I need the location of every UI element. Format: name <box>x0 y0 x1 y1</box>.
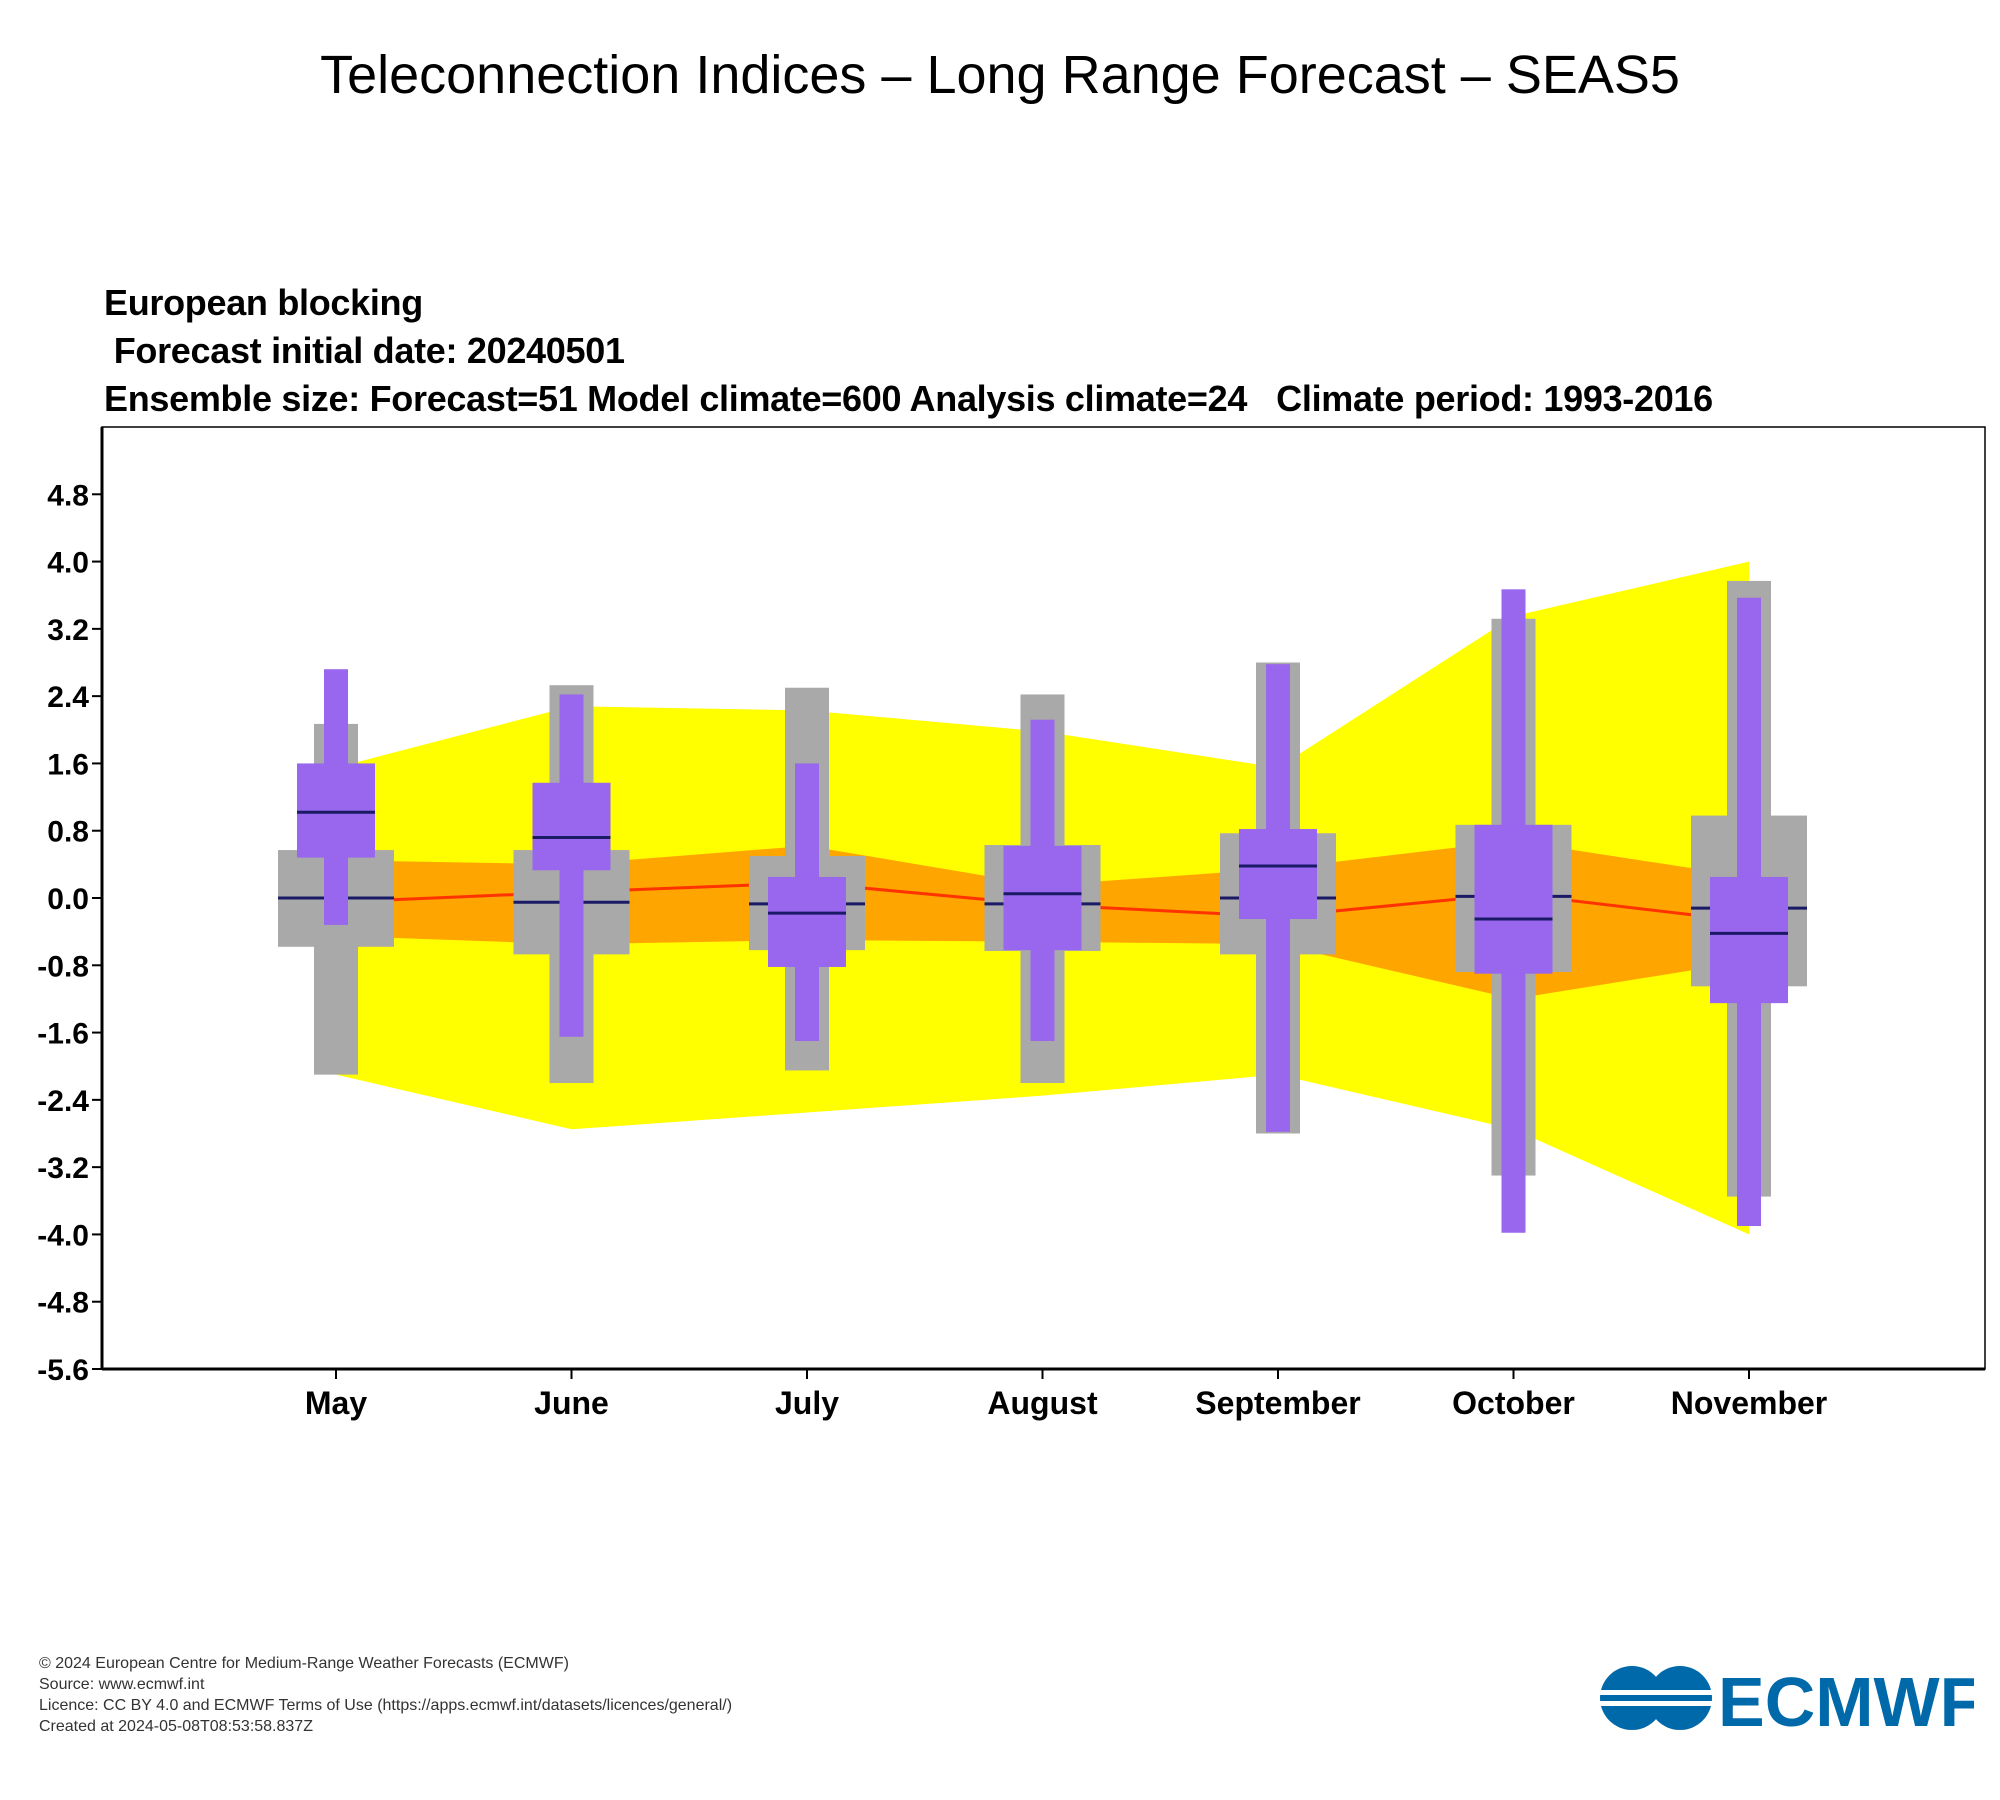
x-tick-label: May <box>305 1385 367 1421</box>
forecast-box-june <box>532 782 611 871</box>
x-tick-label: June <box>534 1385 609 1421</box>
forecast-box-august <box>1003 845 1082 951</box>
y-tick-label: -0.8 <box>37 950 89 983</box>
y-tick-label: -5.6 <box>37 1354 89 1387</box>
y-tick-label: 2.4 <box>47 681 89 714</box>
chart-subtitle-initial-date: Forecast initial date: 20240501 <box>104 330 625 371</box>
forecast-box-november <box>1710 876 1788 1004</box>
forecast-box-july <box>768 876 846 967</box>
y-tick-label: -4.0 <box>37 1219 89 1252</box>
footer-copyright: © 2024 European Centre for Medium-Range … <box>39 1655 569 1672</box>
y-tick-label: -3.2 <box>37 1152 89 1185</box>
x-tick-label: November <box>1671 1385 1828 1421</box>
footer-created: Created at 2024-05-08T08:53:58.837Z <box>39 1718 313 1735</box>
x-tick-label: September <box>1195 1385 1360 1421</box>
forecast-box-october <box>1474 824 1553 974</box>
y-tick-label: 3.2 <box>47 614 89 647</box>
y-tick-label: 0.0 <box>47 883 89 916</box>
ecmwf-logo: ECMWF <box>1594 1663 1974 1740</box>
y-tick-label: -4.8 <box>37 1287 89 1320</box>
x-tick-label: July <box>775 1385 839 1421</box>
forecast-box-september <box>1239 829 1317 920</box>
y-tick-label: -1.6 <box>37 1018 89 1051</box>
y-tick-label: 4.8 <box>47 479 89 512</box>
footer-licence: Licence: CC BY 4.0 and ECMWF Terms of Us… <box>39 1697 733 1714</box>
x-tick-label: August <box>987 1385 1098 1421</box>
chart-subtitle-ensemble: Ensemble size: Forecast=51 Model climate… <box>104 378 1713 419</box>
ecmwf-emblem-icon <box>1594 1666 1714 1730</box>
y-tick-label: 1.6 <box>47 748 89 781</box>
y-tick-label: 4.0 <box>47 547 89 580</box>
x-tick-label: October <box>1452 1385 1575 1421</box>
ecmwf-logo-text: ECMWF <box>1718 1663 1974 1740</box>
chart-subtitle-index: European blocking <box>104 282 423 323</box>
y-tick-label: -2.4 <box>37 1085 89 1118</box>
page-title: Teleconnection Indices – Long Range Fore… <box>320 45 1680 105</box>
forecast-box-may <box>297 763 375 858</box>
footer-source: Source: www.ecmwf.int <box>39 1676 205 1693</box>
y-tick-label: 0.8 <box>47 816 89 849</box>
